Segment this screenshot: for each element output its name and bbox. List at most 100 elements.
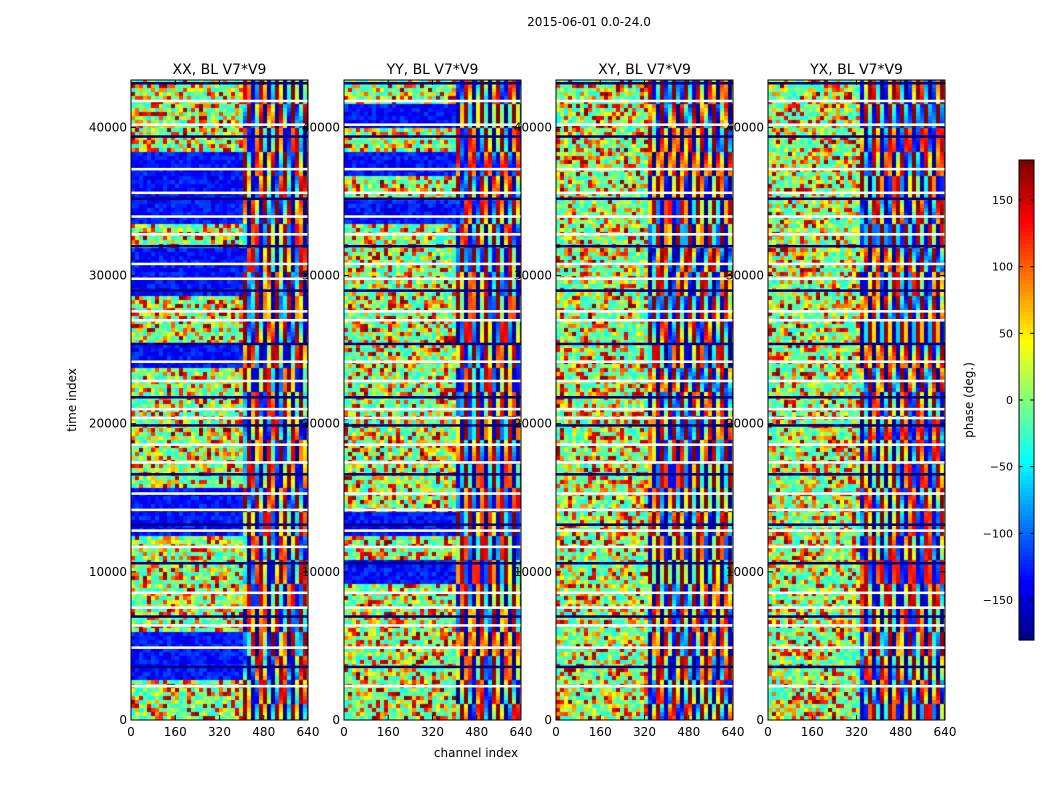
colorbar-segment — [1019, 564, 1034, 569]
gap-row — [768, 215, 945, 218]
x-tick-label: 160 — [801, 725, 824, 739]
colorbar-label: phase (deg.) — [962, 362, 976, 438]
gap-row — [131, 233, 308, 236]
gap-row — [768, 396, 945, 399]
gap-row — [344, 529, 521, 532]
colorbar-segment — [1019, 572, 1034, 577]
gap-row — [768, 319, 945, 322]
gap-row — [556, 508, 733, 512]
colorbar-segment — [1019, 308, 1034, 313]
gap-row — [768, 606, 945, 609]
gap-row — [768, 244, 945, 248]
colorbar-segment — [1019, 496, 1034, 501]
colorbar-segment — [1019, 408, 1034, 413]
colorbar-segment — [1019, 460, 1034, 465]
gap-row — [131, 424, 308, 427]
y-tick-label: 40000 — [302, 120, 340, 134]
gap-row — [131, 591, 308, 595]
colorbar-segment — [1019, 360, 1034, 365]
gap-row — [344, 289, 521, 292]
gap-row — [768, 646, 945, 649]
gap-row — [768, 461, 945, 464]
gap-row — [556, 123, 733, 126]
gap-row — [556, 310, 733, 313]
gap-row — [556, 360, 733, 363]
gap-row — [556, 615, 733, 618]
gap-row — [556, 461, 733, 464]
gap-row — [131, 123, 308, 126]
panel-title: YY, BL V7*V9 — [386, 62, 479, 78]
gap-row — [344, 360, 521, 363]
colorbar-segment — [1019, 416, 1034, 421]
colorbar-segment — [1019, 472, 1034, 477]
gap-row — [768, 443, 945, 446]
gap-row — [768, 545, 945, 549]
colorbar-segment — [1019, 516, 1034, 521]
gap-row — [344, 684, 521, 688]
gap-row — [131, 277, 308, 281]
colorbar-segment — [1019, 404, 1034, 409]
gap-row — [344, 624, 521, 627]
gap-row — [131, 473, 308, 476]
gap-row — [768, 191, 945, 195]
gap-row — [344, 492, 521, 495]
colorbar: 150 100 50 0 −50 −100 −150 phase (deg.) — [962, 159, 1035, 641]
colorbar-segment — [1019, 384, 1034, 389]
colorbar-segment — [1019, 504, 1034, 509]
colorbar-segment — [1019, 196, 1034, 201]
colorbar-segment — [1019, 180, 1034, 185]
gap-row — [344, 424, 521, 427]
gap-row — [344, 233, 521, 236]
colorbar-segment — [1019, 160, 1034, 165]
colorbar-tick-label: −150 — [983, 594, 1013, 607]
gap-row — [768, 523, 945, 526]
gap-row — [344, 545, 521, 549]
colorbar-segment — [1019, 324, 1034, 329]
colorbar-segment — [1019, 604, 1034, 609]
y-tick-label: 40000 — [89, 120, 127, 134]
panel-yy: YY, BL V7*V9 0 160 320 480 640 0 10000 20000 3000… — [302, 62, 533, 739]
gap-row — [344, 99, 521, 103]
panel-xy: XY, BL V7*V9 0 160 320 480 640 0 10000 20000 3000… — [514, 62, 745, 739]
x-tick-label: 320 — [208, 725, 231, 739]
phase-image-raster — [131, 80, 308, 720]
colorbar-segment — [1019, 164, 1034, 169]
colorbar-segment — [1019, 280, 1034, 285]
colorbar-segment — [1019, 584, 1034, 589]
colorbar-segment — [1019, 244, 1034, 249]
colorbar-segment — [1019, 276, 1034, 281]
colorbar-segment — [1019, 252, 1034, 257]
gap-row — [556, 379, 733, 383]
gap-row — [556, 424, 733, 427]
gap-row — [556, 135, 733, 138]
colorbar-segment — [1019, 532, 1034, 537]
phase-image — [556, 80, 733, 720]
gap-row — [131, 646, 308, 649]
gap-row — [768, 684, 945, 688]
colorbar-segment — [1019, 480, 1034, 485]
gap-row — [768, 289, 945, 292]
colorbar-segment — [1019, 192, 1034, 197]
gap-row — [131, 606, 308, 609]
gap-row — [768, 424, 945, 427]
gap-row — [344, 379, 521, 383]
gap-row — [131, 135, 308, 138]
x-tick-label: 640 — [722, 725, 745, 739]
y-tick-label: 0 — [119, 713, 127, 727]
gap-row — [344, 443, 521, 446]
x-axis-label: channel index — [434, 746, 518, 760]
colorbar-segment — [1019, 512, 1034, 517]
colorbar-segment — [1019, 288, 1034, 293]
gap-row — [344, 123, 521, 126]
gap-row — [344, 606, 521, 609]
gap-row — [556, 473, 733, 476]
y-tick-label: 30000 — [89, 269, 127, 283]
x-tick-label: 0 — [340, 725, 348, 739]
gap-row — [131, 624, 308, 627]
gap-row — [344, 523, 521, 526]
phase-image-raster — [768, 80, 945, 720]
gap-row — [131, 379, 308, 383]
colorbar-segment — [1019, 396, 1034, 401]
gap-row — [344, 262, 521, 266]
colorbar-segment — [1019, 628, 1034, 633]
